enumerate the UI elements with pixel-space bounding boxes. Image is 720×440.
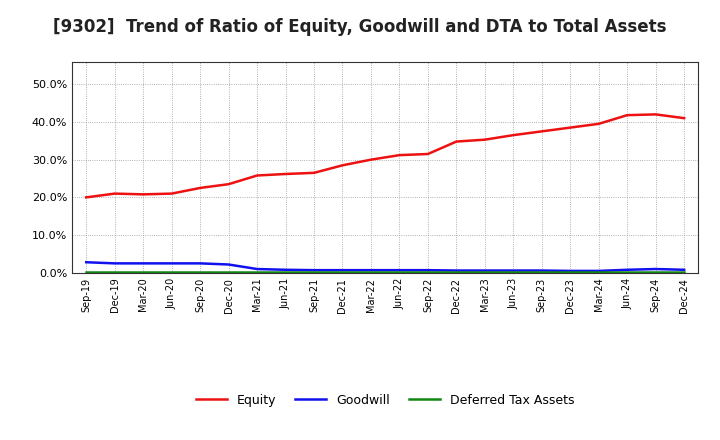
Goodwill: [652, 266, 660, 271]
Deferred Tax Assets: [110, 269, 119, 274]
Equity: [338, 163, 347, 168]
Equity: [282, 171, 290, 176]
Goodwill: [623, 267, 631, 272]
Deferred Tax Assets: [452, 269, 461, 274]
Deferred Tax Assets: [139, 269, 148, 274]
Goodwill: [110, 261, 119, 266]
Deferred Tax Assets: [509, 269, 518, 274]
Equity: [196, 185, 204, 191]
Goodwill: [338, 268, 347, 273]
Line: Goodwill: Goodwill: [86, 262, 684, 271]
Goodwill: [452, 268, 461, 273]
Deferred Tax Assets: [310, 269, 318, 274]
Goodwill: [595, 268, 603, 274]
Goodwill: [253, 266, 261, 271]
Goodwill: [366, 268, 375, 273]
Equity: [139, 192, 148, 197]
Equity: [623, 113, 631, 118]
Goodwill: [509, 268, 518, 273]
Deferred Tax Assets: [566, 269, 575, 274]
Goodwill: [480, 268, 489, 273]
Equity: [452, 139, 461, 144]
Goodwill: [423, 268, 432, 273]
Equity: [537, 129, 546, 134]
Goodwill: [310, 268, 318, 273]
Equity: [82, 195, 91, 200]
Deferred Tax Assets: [225, 269, 233, 274]
Deferred Tax Assets: [253, 269, 261, 274]
Equity: [509, 132, 518, 138]
Deferred Tax Assets: [537, 269, 546, 274]
Goodwill: [282, 267, 290, 272]
Legend: Equity, Goodwill, Deferred Tax Assets: Equity, Goodwill, Deferred Tax Assets: [191, 389, 580, 412]
Equity: [652, 112, 660, 117]
Equity: [366, 157, 375, 162]
Text: [9302]  Trend of Ratio of Equity, Goodwill and DTA to Total Assets: [9302] Trend of Ratio of Equity, Goodwil…: [53, 18, 667, 36]
Goodwill: [395, 268, 404, 273]
Equity: [167, 191, 176, 196]
Deferred Tax Assets: [338, 269, 347, 274]
Deferred Tax Assets: [680, 269, 688, 274]
Goodwill: [537, 268, 546, 273]
Goodwill: [167, 261, 176, 266]
Equity: [395, 153, 404, 158]
Deferred Tax Assets: [623, 269, 631, 274]
Goodwill: [225, 262, 233, 267]
Equity: [680, 116, 688, 121]
Goodwill: [680, 267, 688, 272]
Deferred Tax Assets: [167, 269, 176, 274]
Equity: [110, 191, 119, 196]
Deferred Tax Assets: [282, 269, 290, 274]
Goodwill: [196, 261, 204, 266]
Deferred Tax Assets: [395, 269, 404, 274]
Deferred Tax Assets: [196, 269, 204, 274]
Equity: [225, 182, 233, 187]
Equity: [310, 170, 318, 176]
Equity: [595, 121, 603, 126]
Equity: [480, 137, 489, 142]
Deferred Tax Assets: [82, 269, 91, 274]
Deferred Tax Assets: [652, 269, 660, 274]
Deferred Tax Assets: [423, 269, 432, 274]
Goodwill: [139, 261, 148, 266]
Equity: [423, 151, 432, 157]
Goodwill: [566, 268, 575, 274]
Deferred Tax Assets: [480, 269, 489, 274]
Equity: [566, 125, 575, 130]
Line: Equity: Equity: [86, 114, 684, 198]
Equity: [253, 173, 261, 178]
Deferred Tax Assets: [595, 269, 603, 274]
Goodwill: [82, 260, 91, 265]
Deferred Tax Assets: [366, 269, 375, 274]
